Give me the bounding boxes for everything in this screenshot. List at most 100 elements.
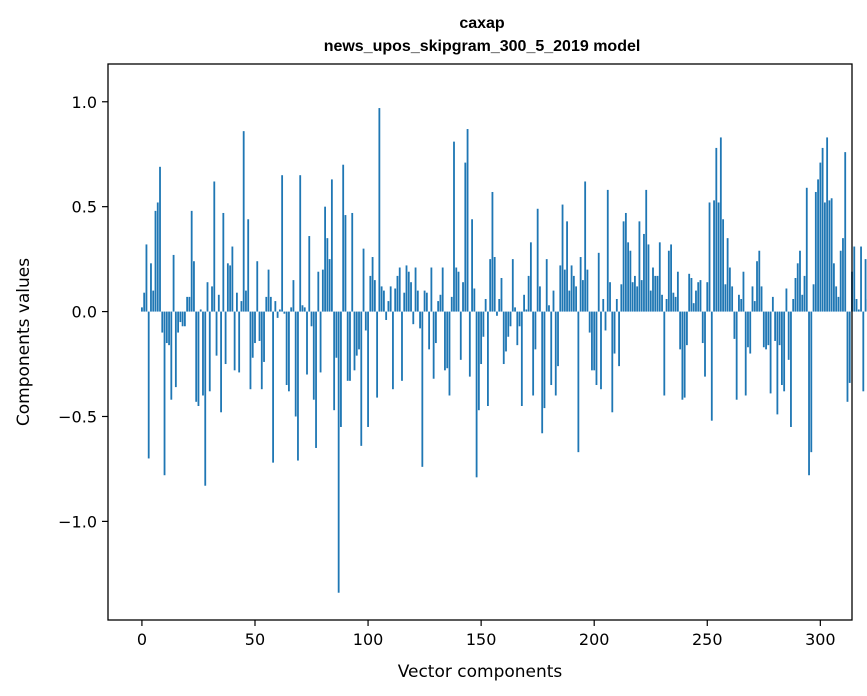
bar-221 [640, 280, 643, 312]
bar-224 [647, 244, 650, 312]
bar-220 [638, 221, 641, 312]
bar-158 [498, 298, 501, 312]
bar-105 [378, 108, 381, 312]
bar-75 [310, 311, 313, 327]
bar-5 [152, 290, 155, 312]
bar-154 [489, 259, 492, 312]
bar-296 [810, 311, 813, 453]
bar-52 [258, 311, 261, 341]
bar-93 [351, 212, 354, 312]
bar-267 [744, 311, 747, 396]
bar-149 [477, 311, 480, 411]
bar-301 [821, 147, 824, 312]
bar-6 [154, 210, 157, 312]
bar-69 [297, 311, 299, 461]
bar-227 [654, 275, 657, 312]
bar-100 [367, 311, 369, 427]
bar-37 [224, 311, 227, 365]
bar-63 [283, 311, 286, 314]
x-tick-label: 250 [692, 630, 723, 649]
y-tick-label: 0.5 [72, 198, 97, 217]
bar-65 [288, 311, 290, 392]
bar-258 [724, 284, 727, 312]
bar-217 [631, 282, 634, 312]
bar-211 [618, 311, 620, 367]
bar-304 [828, 200, 831, 312]
bar-177 [541, 311, 544, 434]
chart-title: caxap [459, 15, 505, 32]
bar-47 [247, 219, 250, 312]
bar-112 [394, 288, 397, 312]
bar-90 [344, 215, 347, 312]
bar-216 [629, 250, 632, 312]
bar-191 [572, 275, 575, 312]
bar-66 [290, 307, 293, 312]
bar-311 [844, 152, 847, 312]
bar-11 [165, 311, 168, 344]
bar-119 [410, 282, 412, 312]
bar-189 [568, 290, 571, 312]
bar-86 [335, 311, 338, 358]
bar-313 [848, 311, 851, 383]
bar-168 [520, 311, 523, 406]
bar-292 [801, 294, 804, 312]
bar-44 [240, 301, 243, 312]
bar-318 [860, 246, 862, 312]
bar-146 [471, 219, 473, 312]
bar-270 [751, 286, 754, 312]
bar-289 [794, 278, 797, 312]
bar-73 [306, 311, 308, 375]
y-tick-label: 0.0 [72, 303, 97, 322]
x-axis-label: Vector components [398, 662, 563, 682]
bar-161 [505, 311, 507, 352]
bar-12 [168, 311, 170, 346]
bar-25 [197, 311, 200, 406]
bar-97 [360, 311, 363, 446]
bar-15 [174, 311, 177, 388]
bar-2 [145, 244, 148, 312]
bar-22 [190, 210, 193, 312]
bar-287 [790, 311, 792, 427]
bar-41 [233, 311, 236, 371]
bar-118 [407, 271, 410, 312]
y-tick-label: 1.0 [72, 93, 97, 112]
bar-8 [159, 166, 161, 312]
bar-61 [278, 309, 281, 312]
bar-248 [701, 311, 704, 344]
bar-186 [561, 204, 564, 312]
bar-238 [679, 311, 682, 350]
bar-200 [593, 311, 596, 371]
bar-50 [254, 311, 256, 344]
bar-260 [728, 267, 731, 312]
bar-150 [480, 311, 483, 365]
bar-283 [780, 311, 783, 386]
bar-215 [627, 242, 630, 312]
bar-255 [717, 202, 720, 312]
bar-219 [636, 286, 639, 312]
bar-101 [369, 275, 372, 312]
bar-231 [663, 311, 666, 396]
bar-123 [419, 311, 421, 329]
bar-33 [215, 311, 218, 356]
bar-253 [713, 200, 715, 312]
bar-141 [459, 311, 462, 360]
bar-194 [579, 257, 582, 312]
bar-303 [826, 137, 829, 312]
bar-290 [796, 263, 799, 312]
bar-294 [805, 187, 808, 312]
bar-266 [742, 271, 745, 312]
bar-88 [340, 311, 342, 427]
bar-129 [432, 311, 435, 379]
bar-3 [147, 311, 150, 459]
bar-277 [767, 311, 770, 346]
bar-160 [502, 311, 505, 365]
bar-272 [756, 261, 758, 312]
bar-145 [468, 311, 471, 377]
bar-62 [281, 175, 284, 312]
bar-128 [430, 267, 433, 312]
bar-279 [771, 296, 774, 312]
bar-58 [272, 311, 274, 463]
bar-137 [450, 296, 453, 312]
bar-126 [425, 292, 428, 312]
bar-300 [819, 162, 822, 312]
